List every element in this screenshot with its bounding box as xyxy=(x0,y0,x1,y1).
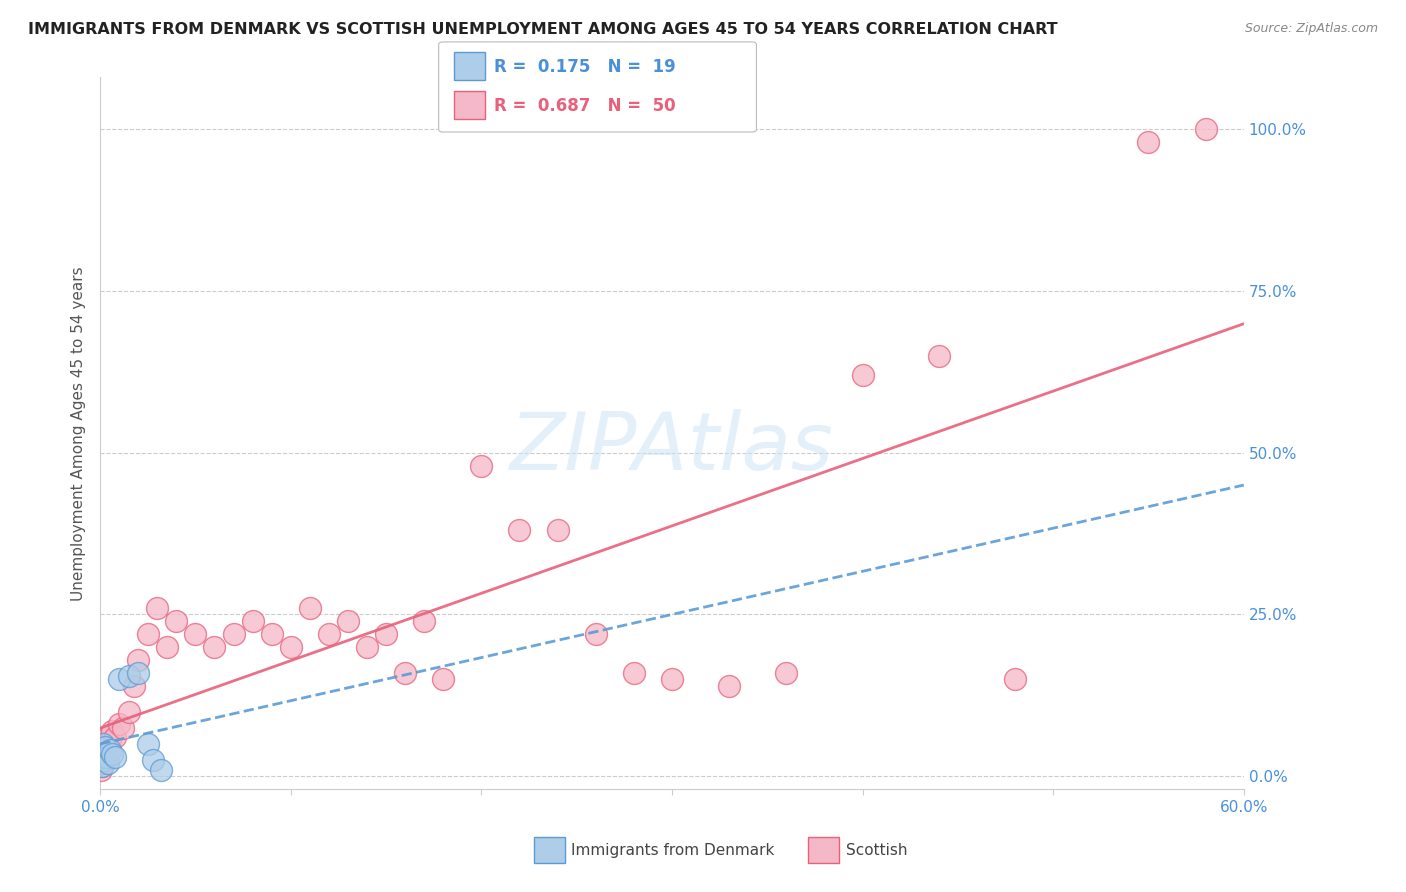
Point xyxy=(508,524,530,538)
Point xyxy=(394,665,416,680)
Point xyxy=(111,721,134,735)
Point xyxy=(356,640,378,654)
Text: ZIPAtlas: ZIPAtlas xyxy=(510,409,834,486)
Point xyxy=(136,627,159,641)
Point xyxy=(91,759,114,773)
Point xyxy=(93,743,115,757)
Point xyxy=(375,627,398,641)
Point xyxy=(97,731,120,745)
Point xyxy=(146,601,169,615)
Text: Scottish: Scottish xyxy=(846,843,908,857)
Point xyxy=(91,749,114,764)
Point xyxy=(90,756,112,771)
Point xyxy=(91,737,114,751)
Point xyxy=(928,349,950,363)
Point xyxy=(413,614,436,628)
Point xyxy=(661,672,683,686)
Point xyxy=(1137,135,1160,149)
Point xyxy=(1195,122,1218,136)
Point xyxy=(242,614,264,628)
Point xyxy=(98,733,121,747)
Point xyxy=(718,679,741,693)
Point xyxy=(184,627,207,641)
Point xyxy=(94,740,117,755)
Point xyxy=(318,627,340,641)
Point xyxy=(98,743,121,757)
Point xyxy=(124,679,146,693)
Point xyxy=(104,731,127,745)
Point xyxy=(336,614,359,628)
Point xyxy=(108,672,131,686)
Point xyxy=(204,640,226,654)
Point xyxy=(93,756,115,771)
Point xyxy=(470,458,492,473)
Point xyxy=(156,640,179,654)
Point xyxy=(90,763,112,777)
Point xyxy=(104,749,127,764)
Point xyxy=(108,717,131,731)
Point xyxy=(260,627,283,641)
Point xyxy=(1004,672,1026,686)
Point xyxy=(94,749,117,764)
Point xyxy=(118,705,141,719)
Point xyxy=(91,749,114,764)
Point xyxy=(97,756,120,771)
Point xyxy=(93,749,115,764)
Point xyxy=(100,723,122,738)
Point xyxy=(150,763,173,777)
Point xyxy=(547,524,569,538)
Point xyxy=(118,669,141,683)
Point xyxy=(91,753,114,767)
Text: Source: ZipAtlas.com: Source: ZipAtlas.com xyxy=(1244,22,1378,36)
Point xyxy=(90,756,112,771)
Point xyxy=(94,740,117,755)
Text: Immigrants from Denmark: Immigrants from Denmark xyxy=(571,843,775,857)
Point xyxy=(775,665,797,680)
Text: R =  0.687   N =  50: R = 0.687 N = 50 xyxy=(494,97,675,115)
Y-axis label: Unemployment Among Ages 45 to 54 years: Unemployment Among Ages 45 to 54 years xyxy=(72,266,86,600)
Point xyxy=(93,753,115,767)
Point xyxy=(142,753,165,767)
Text: IMMIGRANTS FROM DENMARK VS SCOTTISH UNEMPLOYMENT AMONG AGES 45 TO 54 YEARS CORRE: IMMIGRANTS FROM DENMARK VS SCOTTISH UNEM… xyxy=(28,22,1057,37)
Point xyxy=(136,737,159,751)
Point xyxy=(127,653,149,667)
Point xyxy=(127,665,149,680)
Point xyxy=(91,743,114,757)
Point xyxy=(585,627,607,641)
Point xyxy=(100,747,122,761)
Point xyxy=(165,614,187,628)
Text: R =  0.175   N =  19: R = 0.175 N = 19 xyxy=(494,59,675,77)
Point xyxy=(222,627,245,641)
Point xyxy=(623,665,645,680)
Point xyxy=(94,737,117,751)
Point xyxy=(280,640,302,654)
Point xyxy=(432,672,454,686)
Point xyxy=(298,601,321,615)
Point xyxy=(851,368,873,382)
Point xyxy=(93,747,115,761)
Point xyxy=(90,759,112,773)
